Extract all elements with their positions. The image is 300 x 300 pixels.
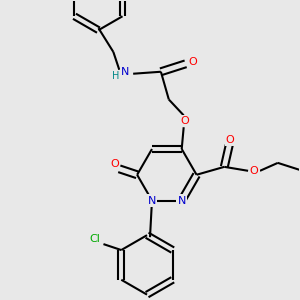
Text: N: N bbox=[178, 196, 186, 206]
Text: O: O bbox=[180, 116, 189, 126]
Text: Cl: Cl bbox=[89, 234, 100, 244]
Text: N: N bbox=[148, 196, 156, 206]
Text: O: O bbox=[226, 135, 235, 145]
Text: O: O bbox=[188, 57, 197, 67]
Text: O: O bbox=[110, 159, 119, 169]
Text: O: O bbox=[250, 166, 258, 176]
Text: H: H bbox=[112, 71, 119, 81]
Text: N: N bbox=[121, 67, 129, 77]
